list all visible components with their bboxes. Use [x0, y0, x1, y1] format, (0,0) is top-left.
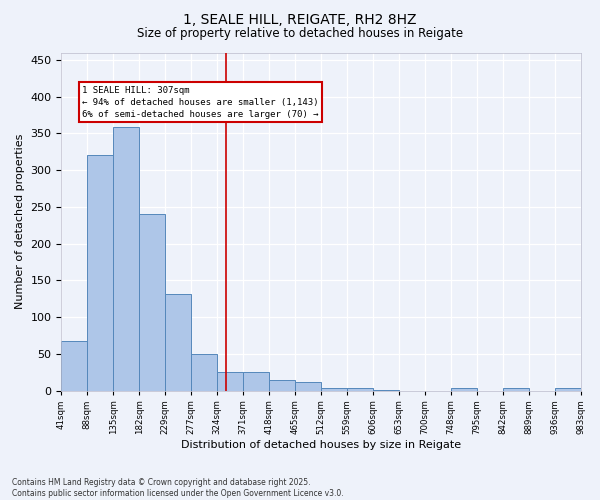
- Bar: [139, 214, 165, 390]
- Bar: [88, 156, 113, 390]
- Bar: [269, 380, 295, 390]
- X-axis label: Distribution of detached houses by size in Reigate: Distribution of detached houses by size …: [181, 440, 461, 450]
- Text: Size of property relative to detached houses in Reigate: Size of property relative to detached ho…: [137, 28, 463, 40]
- Text: 1 SEALE HILL: 307sqm
← 94% of detached houses are smaller (1,143)
6% of semi-det: 1 SEALE HILL: 307sqm ← 94% of detached h…: [82, 86, 319, 119]
- Bar: [191, 354, 217, 391]
- Bar: [451, 388, 476, 390]
- Bar: [113, 128, 139, 390]
- Bar: [217, 372, 243, 390]
- Y-axis label: Number of detached properties: Number of detached properties: [15, 134, 25, 309]
- Bar: [243, 372, 269, 390]
- Bar: [321, 388, 347, 390]
- Text: 1, SEALE HILL, REIGATE, RH2 8HZ: 1, SEALE HILL, REIGATE, RH2 8HZ: [183, 12, 417, 26]
- Bar: [503, 388, 529, 390]
- Text: Contains HM Land Registry data © Crown copyright and database right 2025.
Contai: Contains HM Land Registry data © Crown c…: [12, 478, 344, 498]
- Bar: [554, 388, 581, 390]
- Bar: [165, 294, 191, 390]
- Bar: [347, 388, 373, 390]
- Bar: [295, 382, 321, 390]
- Bar: [61, 342, 88, 390]
